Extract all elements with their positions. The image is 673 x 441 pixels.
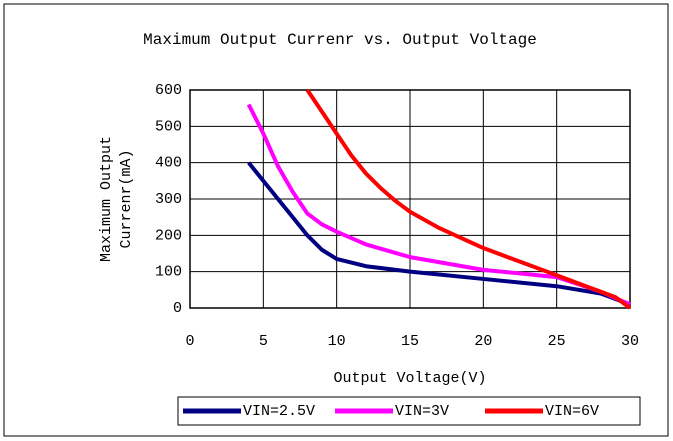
y-tick-label: 300: [155, 191, 182, 208]
y-tick-label: 0: [173, 300, 182, 317]
data-line: [305, 88, 632, 310]
legend-label: VIN=2.5V: [243, 403, 315, 420]
data-line: [247, 161, 631, 307]
y-tick-label: 400: [155, 155, 182, 172]
x-tick-label: 25: [548, 333, 566, 350]
x-tick-label: 5: [259, 333, 268, 350]
y-tick-label: 200: [155, 227, 182, 244]
x-tick-label: 20: [474, 333, 492, 350]
y-axis-label-line: Maximum Output: [98, 136, 115, 262]
legend-label: VIN=3V: [395, 403, 449, 420]
legend-label: VIN=6V: [545, 403, 599, 420]
y-tick-label: 100: [155, 264, 182, 281]
x-tick-label: 15: [401, 333, 419, 350]
x-tick-label: 0: [185, 333, 194, 350]
y-tick-label: 600: [155, 82, 182, 99]
y-axis-label-line: Currenr(mA): [118, 149, 135, 248]
y-tick-label: 500: [155, 118, 182, 135]
y-axis-label: Maximum Output Currenr(mA): [98, 136, 135, 262]
x-tick-label: 30: [621, 333, 639, 350]
x-axis-label: Output Voltage(V): [333, 370, 486, 387]
chart-title: Maximum Output Currenr vs. Output Voltag…: [143, 31, 537, 49]
legend-box: [177, 396, 641, 426]
x-tick-label: 10: [328, 333, 346, 350]
